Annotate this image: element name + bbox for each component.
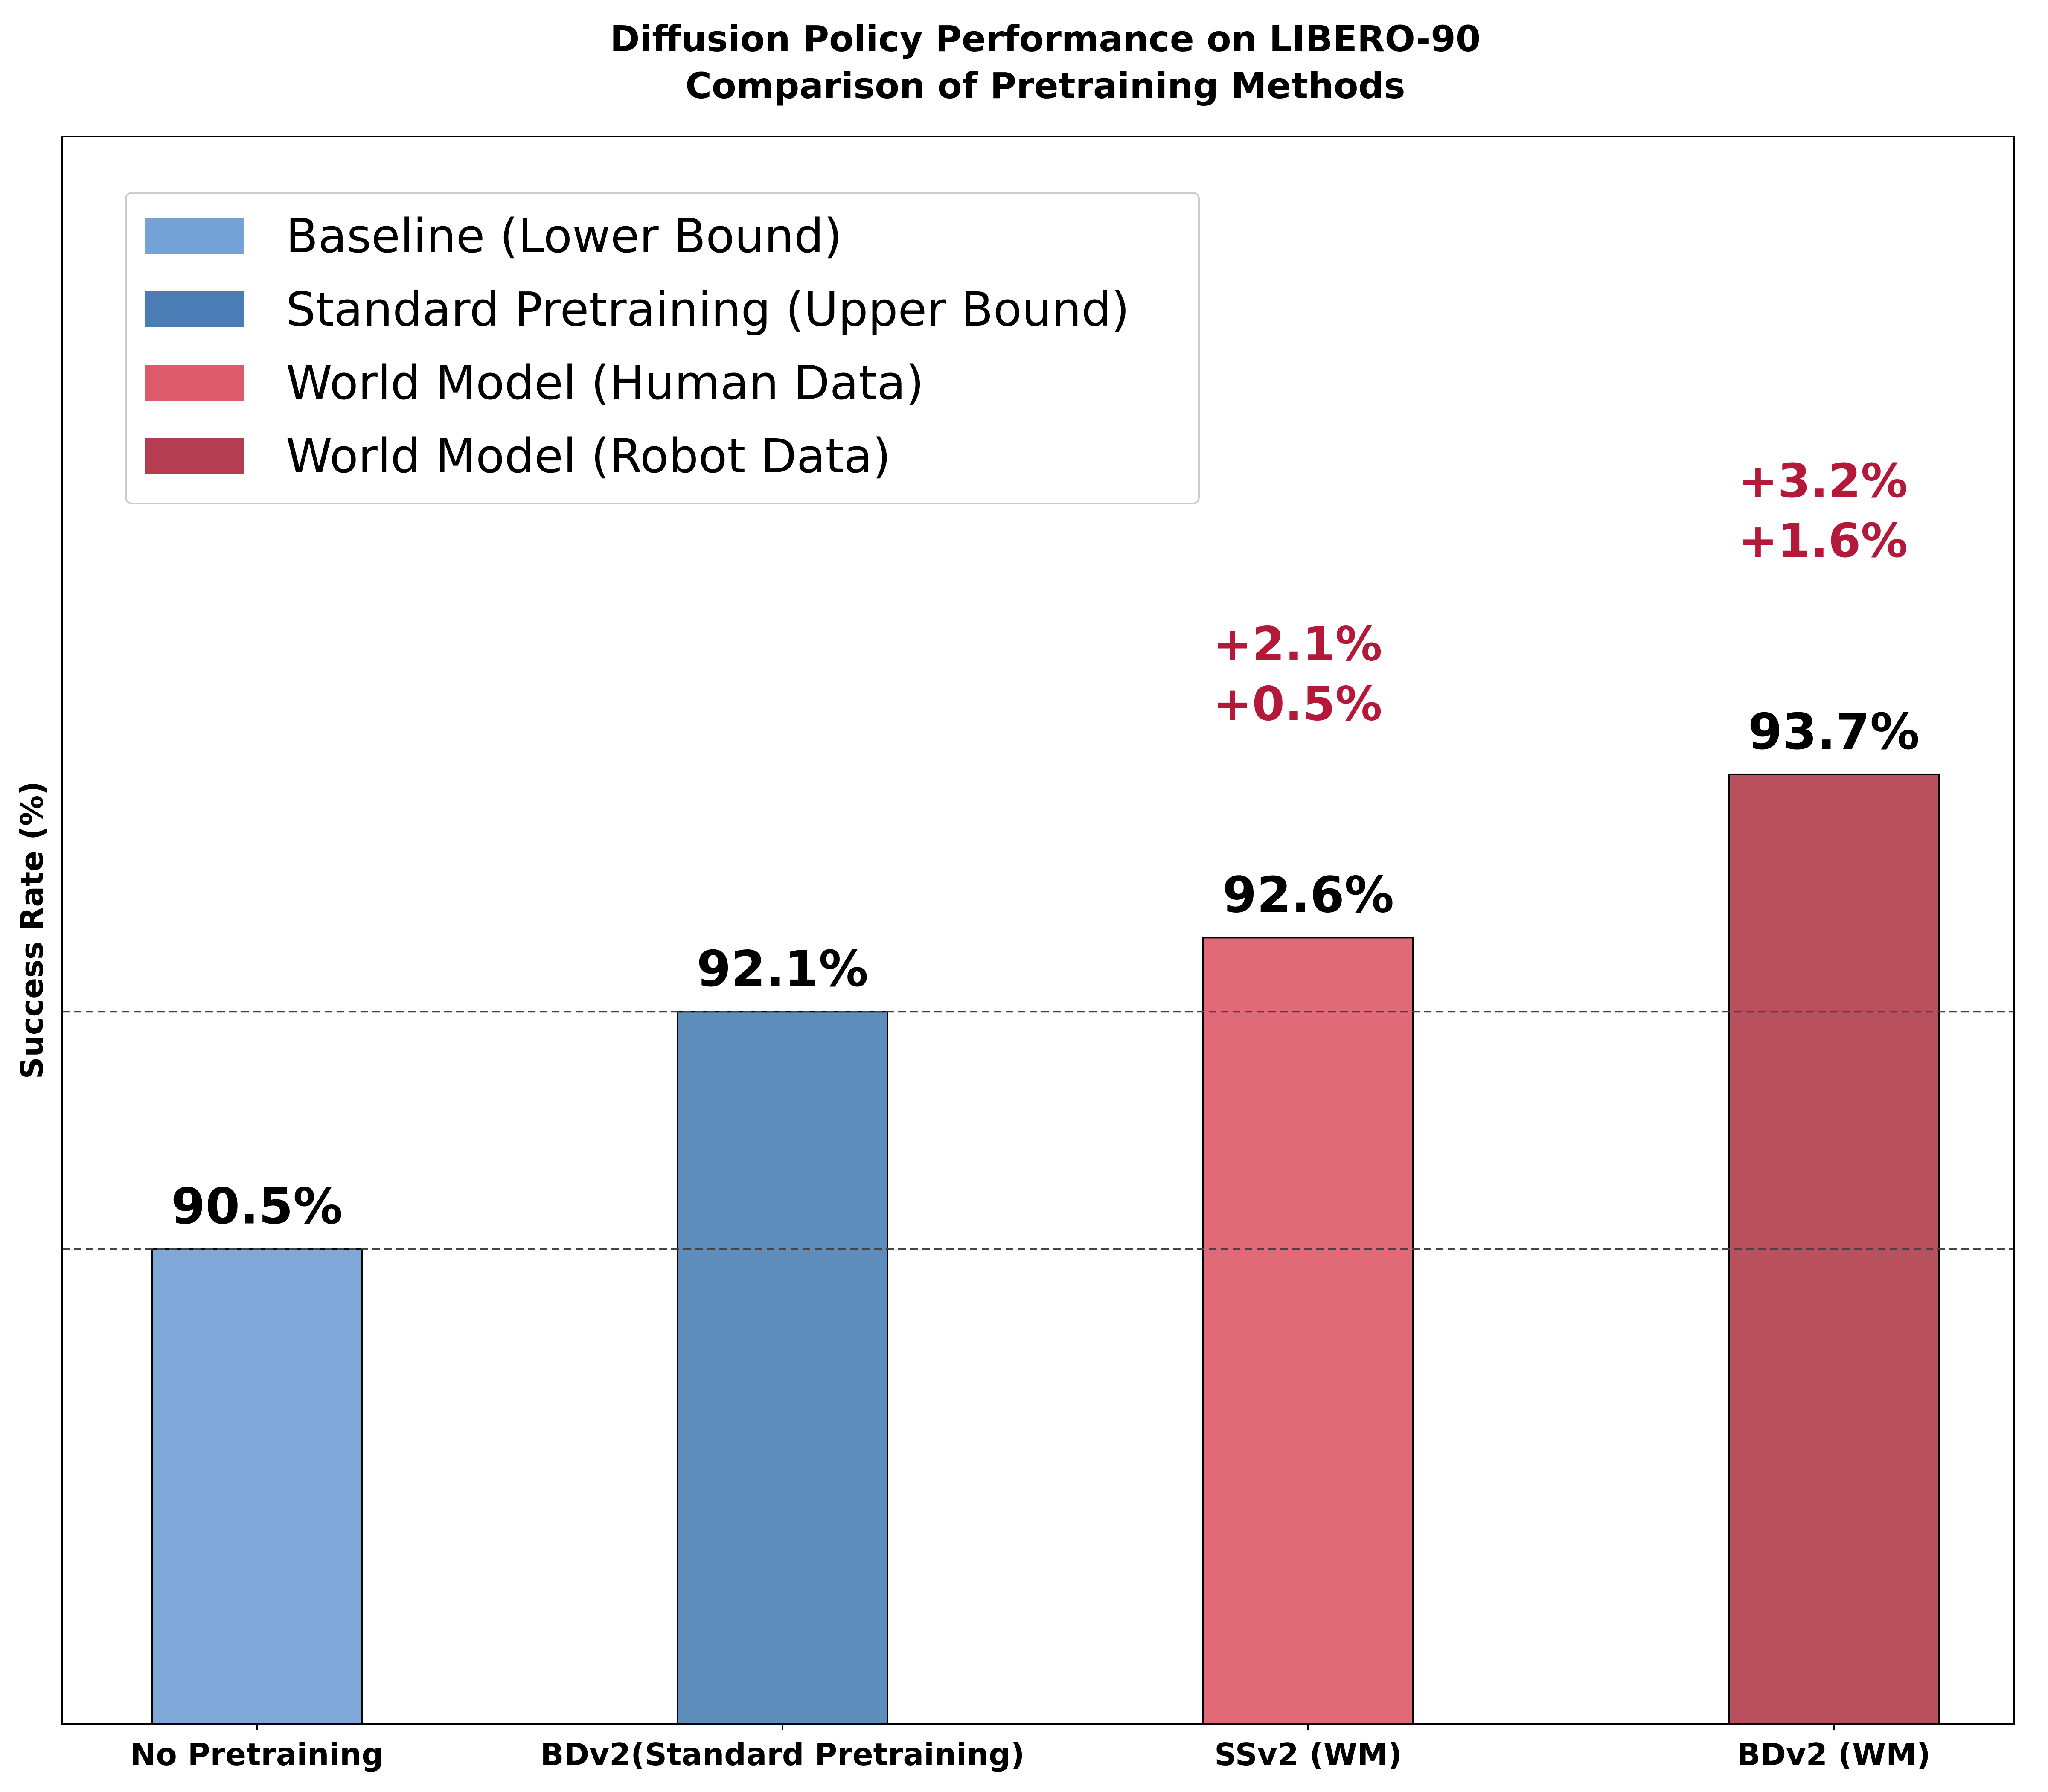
bar-value-label-2: 92.1% (697, 940, 868, 998)
legend-swatch-4 (145, 438, 244, 474)
improvement-label: +0.5% (1213, 676, 1382, 731)
chart-title-line-2: Comparison of Pretraining Methods (685, 65, 1405, 107)
legend-label-3: World Model (Human Data) (286, 355, 924, 410)
x-tick-label-4: BDv2 (WM) (1737, 1737, 1931, 1772)
legend: Baseline (Lower Bound) Standard Pretraini… (125, 192, 1200, 504)
plot-area: 90.5% 92.1% 92.6% 93.7% +2.1%+0.5% +3.2%+1.6%… (62, 454, 2014, 1772)
bar-1 (151, 1248, 363, 1725)
legend-label-2: Standard Pretraining (Upper Bound) (286, 282, 1129, 337)
legend-swatch-2 (145, 291, 244, 327)
bar-value-label-3: 92.6% (1222, 866, 1394, 924)
legend-swatch-3 (145, 365, 244, 401)
chart-title-line-1: Diffusion Policy Performance on LIBERO-9… (610, 18, 1481, 60)
x-tick-label-1: No Pretraining (130, 1737, 384, 1772)
legend-swatch-1 (145, 218, 244, 254)
bar-3 (1202, 937, 1414, 1725)
bar-value-label-1: 90.5% (171, 1178, 343, 1235)
x-tick-label-3: SSv2 (WM) (1214, 1737, 1402, 1772)
x-tick-label-2: BDv2(Standard Pretraining) (541, 1737, 1025, 1772)
bar-value-label-4: 93.7% (1748, 703, 1920, 761)
plot-frame (61, 136, 2015, 1725)
legend-frame (125, 192, 1200, 504)
bar-2 (677, 1011, 888, 1725)
improvement-label: +2.1% (1213, 617, 1382, 671)
improvement-label: +1.6% (1738, 513, 1908, 568)
legend-label-4: World Model (Robot Data) (286, 429, 891, 483)
improvement-label: +3.2% (1738, 454, 1908, 508)
legend-label-1: Baseline (Lower Bound) (286, 209, 842, 263)
y-axis-label: Success Rate (%) (14, 781, 50, 1079)
